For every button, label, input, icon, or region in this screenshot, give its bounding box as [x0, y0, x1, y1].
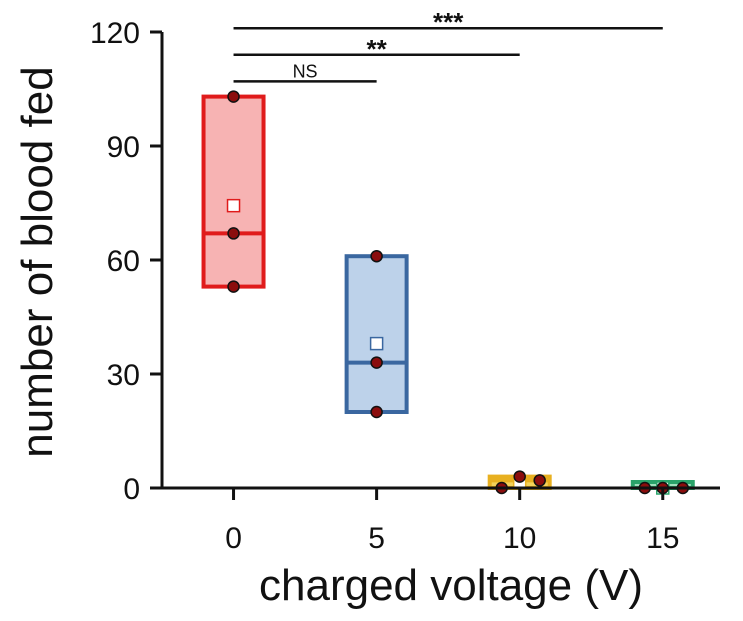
box-rect-5	[344, 254, 409, 415]
y-tick-label-60: 60	[107, 245, 140, 278]
box-rect-0	[201, 94, 266, 289]
data-point-0-2	[227, 90, 240, 103]
y-tick-label-0: 0	[123, 473, 140, 506]
sig-label-0-10: **	[366, 34, 387, 64]
box-5	[344, 249, 409, 419]
sig-label-0-5: NS	[293, 61, 318, 81]
x-tick-label-5: 5	[368, 522, 385, 555]
y-axis-title: number of blood fed	[13, 66, 62, 457]
y-tick-label-30: 30	[107, 359, 140, 392]
x-tick-label-0: 0	[225, 522, 242, 555]
ticks: 0 30 60 90 120 0 5 10 15	[90, 17, 680, 555]
sig-label-0-15: ***	[433, 7, 464, 37]
x-axis-title: charged voltage (V)	[259, 561, 643, 610]
data-point-10-2	[533, 474, 546, 487]
box-0	[201, 90, 266, 293]
boxes	[201, 90, 695, 495]
x-tick-label-10: 10	[503, 522, 536, 555]
x-tick-label-15: 15	[646, 522, 679, 555]
data-point-5-0	[370, 405, 383, 419]
box-mean-5	[369, 336, 384, 351]
significance-brackets: NS*****	[233, 7, 663, 83]
y-tick-label-120: 120	[90, 17, 140, 50]
data-point-0-0	[227, 280, 240, 293]
data-point-5-2	[370, 249, 383, 263]
data-point-10-0	[513, 470, 526, 483]
data-point-0-1	[227, 227, 240, 240]
box-mean-0	[226, 198, 241, 213]
y-tick-label-90: 90	[107, 131, 140, 164]
data-point-5-1	[370, 356, 383, 369]
